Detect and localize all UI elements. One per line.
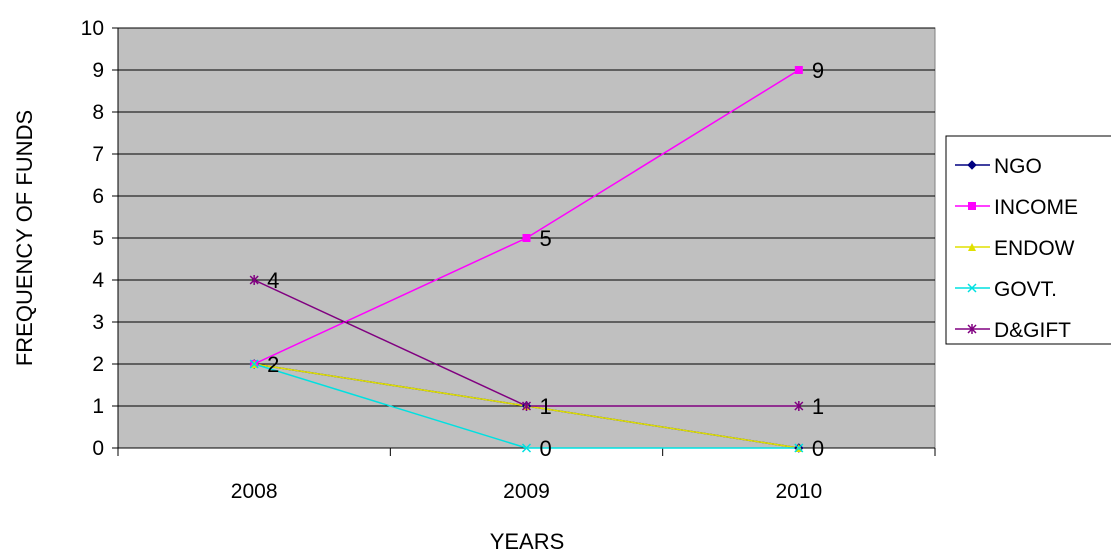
data-point-income — [522, 234, 531, 242]
data-point-d-gift — [521, 401, 532, 411]
y-axis-title: FREQUENCY OF FUNDS — [12, 110, 37, 366]
y-tick-label: 2 — [92, 353, 104, 376]
data-point-d-gift — [249, 275, 259, 285]
legend-marker-income — [968, 202, 976, 210]
data-point-income — [794, 66, 803, 74]
x-tick-label: 2010 — [775, 480, 822, 503]
marker-stroke — [249, 359, 259, 369]
legend-marker-endow — [968, 243, 976, 251]
legend: NGO INCOME ENDOW GOVT. D&GIFT — [945, 135, 1111, 345]
data-label-income: 9 — [812, 58, 824, 83]
legend-label-d-gift: D&GIFT — [994, 319, 1071, 342]
y-tick-label: 7 — [92, 143, 104, 166]
marker-stroke — [521, 443, 532, 453]
data-label-ngo: 0 — [812, 436, 824, 461]
data-point-d-gift — [794, 401, 804, 411]
data-point-govt — [249, 359, 259, 369]
x-tick-label: 2008 — [231, 480, 278, 503]
data-label-ngo: 2 — [267, 352, 279, 377]
y-tick-label: 5 — [92, 227, 104, 250]
legend-marker-ngo — [967, 160, 977, 170]
data-label-income: 5 — [540, 226, 552, 251]
legend-marker-govt — [967, 283, 977, 293]
y-tick-labels: 0 1 2 3 4 5 6 7 8 9 10 — [81, 17, 105, 460]
legend-marker-d-gift — [967, 324, 977, 334]
data-label-d-gift: 4 — [267, 268, 279, 293]
marker-stroke — [967, 283, 977, 293]
x-tick-label: 2009 — [503, 480, 550, 503]
legend-label-income: INCOME — [994, 196, 1078, 219]
y-tick-label: 8 — [92, 101, 104, 124]
legend-label-ngo: NGO — [994, 155, 1042, 178]
y-tick-label: 6 — [92, 185, 104, 208]
data-label-d-gift: 1 — [812, 394, 824, 419]
x-tick-labels: 2008 2009 2010 — [231, 480, 822, 503]
marker-stroke — [794, 443, 804, 453]
data-label-ngo: 1 — [540, 394, 552, 419]
y-tick-label: 4 — [92, 269, 104, 292]
data-label-govt: 0 — [540, 436, 552, 461]
data-point-govt — [521, 443, 532, 453]
y-tick-label: 0 — [92, 437, 104, 460]
legend-box — [945, 135, 1111, 345]
series-markers — [249, 66, 804, 453]
legend-label-endow: ENDOW — [994, 237, 1075, 260]
data-point-govt — [794, 443, 804, 453]
y-tick-label: 1 — [92, 395, 104, 418]
y-tick-label: 10 — [81, 17, 104, 40]
y-tick-label: 9 — [92, 59, 104, 82]
x-axis-title: YEARS — [490, 529, 565, 554]
data-labels: 2 1 0 5 9 0 4 1 — [267, 58, 824, 461]
legend-label-govt: GOVT. — [994, 278, 1057, 301]
y-tick-label: 3 — [92, 311, 104, 334]
